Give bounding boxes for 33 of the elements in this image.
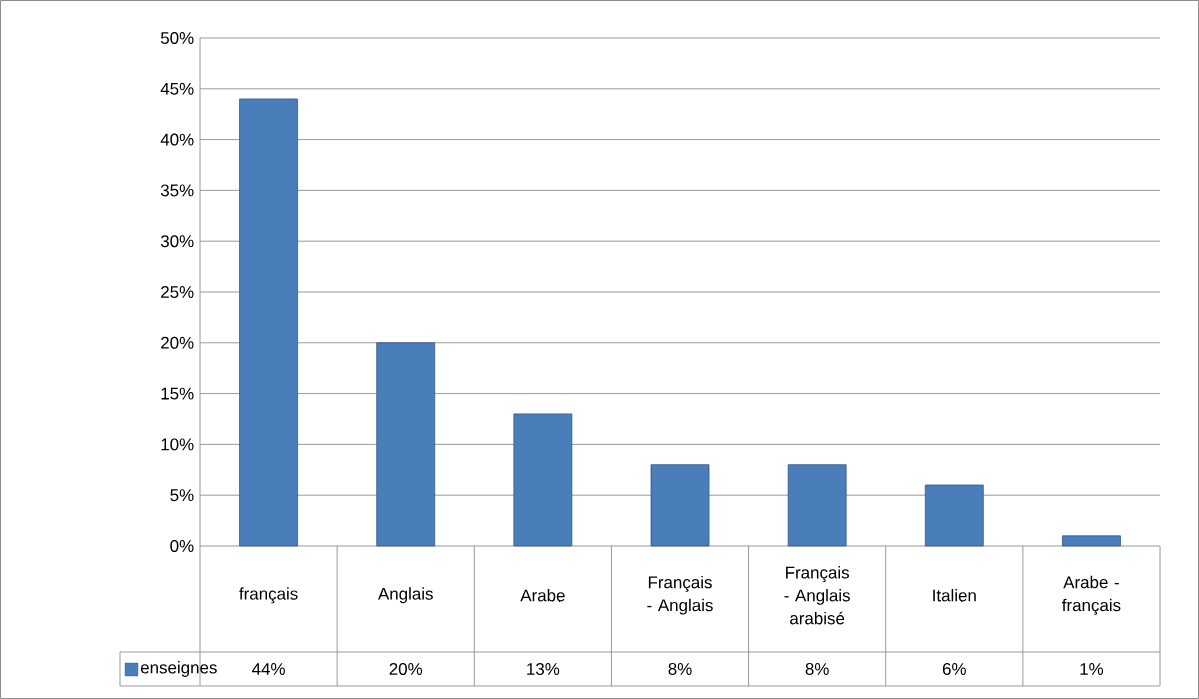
data-label: 8%	[805, 662, 829, 675]
y-tick-label: 30%	[160, 235, 194, 248]
y-tick-label: 10%	[161, 438, 194, 451]
bar	[787, 464, 847, 547]
x-tick-label: Italien	[933, 589, 976, 602]
y-tick-label: 45%	[160, 82, 194, 95]
x-tick-label: Français - Anglais	[647, 575, 713, 615]
y-tick-label: 50%	[160, 31, 194, 44]
data-label: 6%	[942, 662, 966, 675]
bar	[239, 98, 298, 547]
bar	[513, 413, 573, 547]
x-tick-label: Arabe - français	[1062, 575, 1121, 615]
x-tick-label: Arabe	[520, 589, 565, 602]
data-label: 1%	[1080, 663, 1104, 675]
x-tick-label: Anglais	[377, 587, 433, 604]
x-tick-label: français	[239, 587, 298, 604]
y-tick-label: 40%	[160, 133, 194, 146]
y-tick-label: 0%	[170, 539, 194, 552]
bar	[924, 484, 984, 547]
y-tick-label: 15%	[161, 387, 194, 400]
y-tick-label: 35%	[160, 184, 194, 197]
data-label: 44%	[252, 663, 285, 675]
data-label: 8%	[668, 662, 692, 675]
bar	[650, 464, 710, 547]
bar	[1062, 535, 1121, 547]
bar	[376, 342, 436, 547]
data-label: 20%	[389, 662, 423, 675]
legend-label: enseignes	[140, 661, 217, 677]
x-tick-label: Français - Anglais arabisé	[784, 566, 850, 625]
y-tick-label: 25%	[161, 285, 194, 298]
y-tick-label: 5%	[170, 489, 194, 502]
y-tick-label: 20%	[161, 336, 194, 349]
data-label: 13%	[527, 662, 560, 675]
